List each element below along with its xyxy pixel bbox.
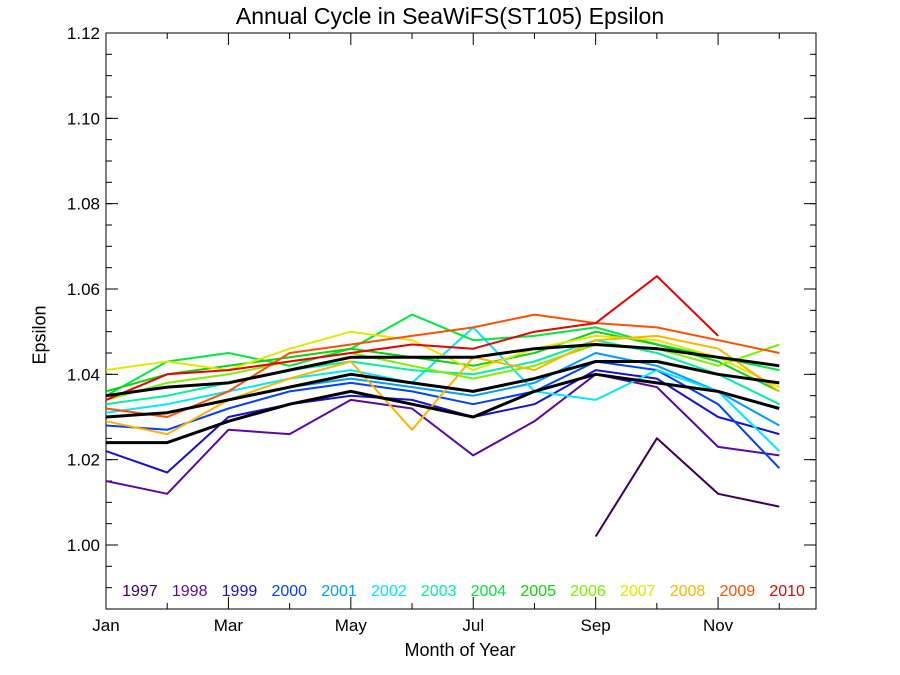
- series-line-2000: [105, 360, 781, 469]
- x-tick-label: Sep: [581, 616, 611, 635]
- x-tick-label: May: [335, 616, 368, 635]
- mean-line-2: [106, 372, 780, 445]
- legend-entry-2006: 2006: [570, 583, 606, 600]
- legend-entry-2004: 2004: [471, 583, 507, 600]
- x-tick-label: Mar: [214, 616, 244, 635]
- y-tick-label: 1.10: [67, 109, 100, 128]
- legend-entry-2009: 2009: [720, 583, 756, 600]
- legend-entry-2005: 2005: [520, 583, 556, 600]
- series-line-2001: [105, 352, 780, 427]
- legend-entry-1998: 1998: [172, 583, 208, 600]
- series-line-2010: [105, 275, 719, 401]
- x-tick-label: Nov: [703, 616, 734, 635]
- y-tick-label: 1.08: [67, 195, 100, 214]
- y-tick-label: 1.02: [67, 451, 100, 470]
- x-tick-label: Jan: [92, 616, 119, 635]
- x-tick-label: Jul: [462, 616, 484, 635]
- legend-entry-1997: 1997: [122, 583, 158, 600]
- legend-entry-2000: 2000: [271, 583, 307, 600]
- y-tick-label: 1.06: [67, 280, 100, 299]
- y-tick-label: 1.12: [67, 24, 100, 43]
- y-axis-label: Epsilon: [29, 305, 50, 365]
- x-axis-label: Month of Year: [404, 640, 516, 660]
- mean-line-0: [105, 343, 780, 398]
- series-line-2008: [105, 334, 780, 436]
- plot-frame: [105, 32, 817, 610]
- y-tick-label: 1.00: [67, 536, 100, 555]
- y-tick-label: 1.04: [67, 365, 100, 384]
- series-line-2007: [105, 330, 780, 388]
- mean-line-1: [105, 360, 780, 419]
- series-line-1998: [105, 373, 780, 495]
- series-line-2009: [105, 313, 780, 418]
- series-line-2005: [105, 330, 780, 393]
- chart-title: Annual Cycle in SeaWiFS(ST105) Epsilon: [235, 3, 665, 29]
- legend-entry-2008: 2008: [670, 583, 706, 600]
- legend-entry-2001: 2001: [321, 583, 357, 600]
- legend-entry-2007: 2007: [620, 583, 656, 600]
- legend-entry-2002: 2002: [371, 583, 407, 600]
- series-line-1997: [594, 437, 780, 538]
- legend-entry-1999: 1999: [222, 583, 258, 600]
- legend-entry-2003: 2003: [421, 583, 457, 600]
- legend-entry-2010: 2010: [769, 583, 805, 600]
